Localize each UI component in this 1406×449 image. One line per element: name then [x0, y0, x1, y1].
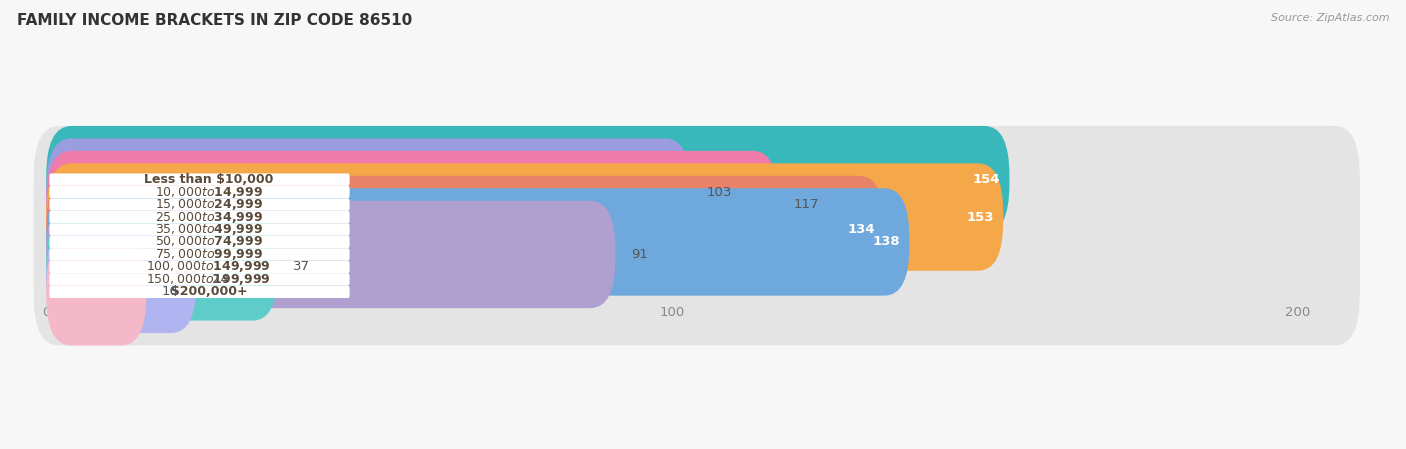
Text: 16: 16: [162, 285, 179, 298]
FancyBboxPatch shape: [34, 176, 1360, 283]
FancyBboxPatch shape: [34, 226, 1360, 333]
Text: 117: 117: [794, 198, 820, 211]
FancyBboxPatch shape: [34, 151, 1360, 258]
Text: $75,000 to $99,999: $75,000 to $99,999: [155, 247, 263, 262]
FancyBboxPatch shape: [46, 126, 1010, 233]
Text: 37: 37: [294, 260, 311, 273]
FancyBboxPatch shape: [46, 226, 197, 333]
Text: 153: 153: [966, 211, 994, 224]
Text: Source: ZipAtlas.com: Source: ZipAtlas.com: [1271, 13, 1389, 23]
FancyBboxPatch shape: [34, 163, 1360, 271]
Text: 134: 134: [848, 223, 875, 236]
FancyBboxPatch shape: [34, 126, 1360, 233]
FancyBboxPatch shape: [34, 201, 1360, 308]
Text: $35,000 to $49,999: $35,000 to $49,999: [155, 222, 263, 237]
FancyBboxPatch shape: [49, 286, 350, 298]
FancyBboxPatch shape: [49, 261, 350, 273]
FancyBboxPatch shape: [46, 201, 616, 308]
Text: 154: 154: [973, 173, 1000, 186]
FancyBboxPatch shape: [46, 188, 910, 295]
Text: $10,000 to $14,999: $10,000 to $14,999: [155, 185, 263, 200]
FancyBboxPatch shape: [46, 176, 884, 283]
Text: 91: 91: [631, 248, 648, 261]
FancyBboxPatch shape: [49, 248, 350, 260]
Text: Less than $10,000: Less than $10,000: [145, 173, 274, 186]
Text: $150,000 to $199,999: $150,000 to $199,999: [146, 272, 271, 287]
FancyBboxPatch shape: [46, 138, 690, 246]
Text: $15,000 to $24,999: $15,000 to $24,999: [155, 197, 263, 212]
FancyBboxPatch shape: [49, 173, 350, 186]
Text: $200,000+: $200,000+: [170, 285, 247, 298]
FancyBboxPatch shape: [49, 211, 350, 223]
Text: 24: 24: [212, 273, 229, 286]
Text: FAMILY INCOME BRACKETS IN ZIP CODE 86510: FAMILY INCOME BRACKETS IN ZIP CODE 86510: [17, 13, 412, 28]
Text: 103: 103: [706, 185, 731, 198]
FancyBboxPatch shape: [49, 223, 350, 236]
FancyBboxPatch shape: [49, 186, 350, 198]
FancyBboxPatch shape: [46, 213, 278, 321]
Text: $100,000 to $149,999: $100,000 to $149,999: [146, 260, 271, 274]
FancyBboxPatch shape: [34, 188, 1360, 295]
Text: 138: 138: [872, 235, 900, 248]
FancyBboxPatch shape: [34, 213, 1360, 321]
FancyBboxPatch shape: [46, 163, 1004, 271]
FancyBboxPatch shape: [46, 151, 778, 258]
Text: $25,000 to $34,999: $25,000 to $34,999: [155, 210, 263, 224]
Text: $50,000 to $74,999: $50,000 to $74,999: [155, 234, 263, 250]
FancyBboxPatch shape: [34, 238, 1360, 346]
FancyBboxPatch shape: [49, 273, 350, 286]
FancyBboxPatch shape: [49, 198, 350, 211]
FancyBboxPatch shape: [34, 138, 1360, 246]
FancyBboxPatch shape: [49, 236, 350, 248]
FancyBboxPatch shape: [46, 238, 146, 346]
